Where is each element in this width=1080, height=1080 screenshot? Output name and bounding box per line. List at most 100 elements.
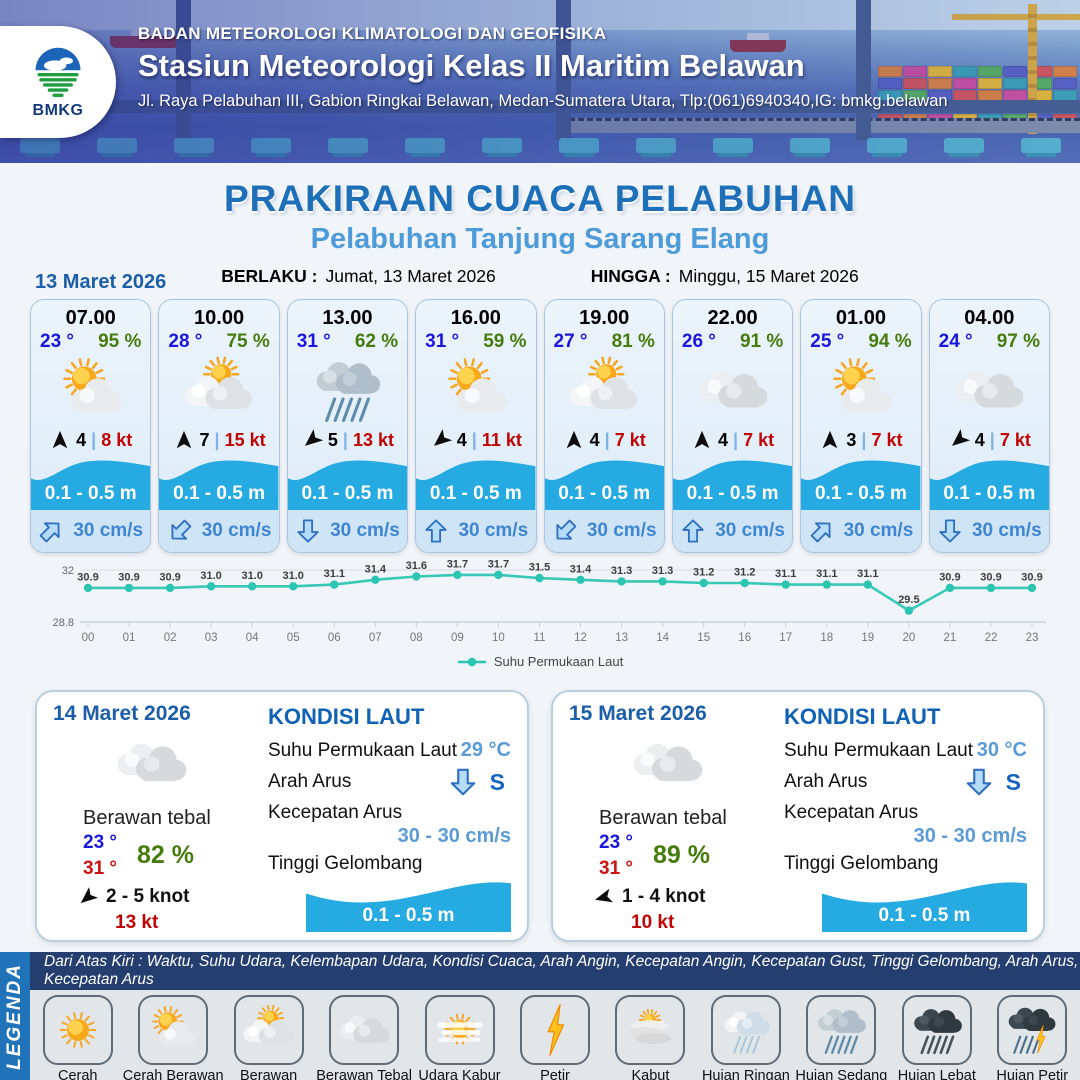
- current-direction-icon: [682, 519, 704, 543]
- title-section: PRAKIRAAN CUACA PELABUHAN Pelabuhan Tanj…: [0, 163, 1080, 287]
- wind-separator: |: [733, 429, 739, 450]
- wave-height-value: 0.1 - 0.5 m: [943, 483, 1036, 504]
- air-temperature: 31 °: [296, 331, 331, 352]
- temp-max: 31 °: [599, 857, 634, 879]
- wind-gust: 7 kt: [999, 429, 1031, 450]
- day-summary-column: 14 Maret 2026 Berawan tebal 23 ° 31 ° 82 % 2…: [53, 702, 250, 933]
- hourly-forecast-card: 07.00 23 ° 95 % 4 | 8 kt 0.1 - 0.5 m 30 cm/s: [30, 299, 152, 553]
- wave-height-band: 0.1 - 0.5 m: [31, 454, 151, 510]
- wave-shape: [31, 460, 151, 510]
- wind-average: 4: [974, 429, 985, 450]
- legend-item-label: Hujan Sedang: [795, 1068, 888, 1080]
- svg-text:19: 19: [861, 632, 874, 644]
- current-speed: 30 cm/s: [201, 520, 272, 541]
- current-speed: 30 cm/s: [843, 520, 914, 541]
- hujan-ringan-icon: [723, 1011, 770, 1054]
- wind-row: 4 | 7 kt: [545, 427, 664, 453]
- current-speed: 30 cm/s: [73, 520, 144, 541]
- hingga-group: HINGGA : Minggu, 15 Maret 2026: [591, 266, 859, 287]
- wind-average: 4: [589, 429, 600, 450]
- wave-height-label: Tinggi Gelombang: [783, 853, 939, 874]
- svg-text:31.2: 31.2: [734, 567, 755, 579]
- legend-item-label: Berawan Tebal: [316, 1068, 412, 1080]
- card-time: 01.00: [835, 307, 886, 329]
- wind-direction-icon: [823, 430, 838, 449]
- station-address: Jl. Raya Pelabuhan III, Gabion Ringkai B…: [138, 92, 948, 110]
- hourly-forecast-card: 10.00 28 ° 75 % 7 | 15 kt 0.1 - 0.5 m 30 cm/s: [158, 299, 280, 553]
- legend-item-label: Hujan Ringan: [701, 1068, 790, 1080]
- svg-text:16: 16: [738, 632, 751, 644]
- svg-text:07: 07: [369, 632, 382, 644]
- wave-height-value: 0.1 - 0.5 m: [558, 483, 651, 504]
- wind-row: 4 | 7 kt: [930, 427, 1049, 453]
- hingga-label: HINGGA :: [590, 266, 671, 286]
- hujan-sedang-icon: [317, 362, 381, 422]
- air-temperature: 31 °: [425, 331, 460, 352]
- wind-average: 4: [76, 429, 87, 450]
- air-temperature: 24 °: [938, 331, 973, 352]
- chart-legend: Suhu Permukaan Laut: [30, 654, 1050, 669]
- svg-text:31.0: 31.0: [200, 570, 221, 582]
- cerah-icon: [59, 1012, 96, 1048]
- sea-surface-temperature-chart-section: 32 28.8 30.9 00 30.9 01 30.9 02 31.0 03 31.0 04 31.0…: [30, 556, 1050, 669]
- wind-row: 3 | 7 kt: [801, 427, 920, 453]
- wave-height-band: 0.1 - 0.5 m: [672, 454, 793, 510]
- temp-humidity-row: 24 ° 97 %: [930, 330, 1049, 353]
- station-name: Stasiun Meteorologi Kelas II Maritim Bel…: [138, 48, 805, 83]
- wave-shape: [672, 460, 793, 510]
- cerah-berawan-icon: [833, 358, 891, 412]
- legend-icon-box: [710, 995, 781, 1065]
- wave-shape: [159, 460, 279, 510]
- legend-item: Berawan: [224, 995, 314, 1080]
- card-time: 04.00: [964, 307, 1015, 329]
- hourly-forecast-card: 22.00 26 ° 91 % 4 | 7 kt 0.1 - 0.5 m 30 cm/s: [671, 299, 794, 553]
- berlaku-label: BERLAKU :: [221, 266, 318, 286]
- berawan-tebal-icon: [633, 743, 703, 781]
- temp-min: 23 °: [83, 832, 118, 853]
- wave-height-band: 0.1 - 0.5 m: [801, 454, 921, 510]
- wave-height-value: 0.1 - 0.5 m: [686, 483, 779, 504]
- legend-item: Hujan Lebat: [892, 995, 982, 1080]
- berlaku-value: Jumat, 13 Maret 2026: [325, 266, 496, 286]
- svg-text:31.4: 31.4: [365, 563, 387, 575]
- card-time: 07.00: [65, 307, 116, 329]
- wave-shape: [544, 460, 664, 510]
- current-direction-icon: [556, 519, 577, 540]
- day-wind-range: 1 - 4 knot: [622, 886, 706, 908]
- svg-text:31.1: 31.1: [816, 568, 837, 580]
- wind-row: 4 | 11 kt: [416, 427, 535, 453]
- wind-average: 3: [846, 429, 857, 450]
- berlaku-group: BERLAKU : Jumat, 13 Maret 2026: [221, 266, 495, 287]
- card-time: 19.00: [579, 307, 630, 329]
- legend-icon-box: [615, 995, 686, 1065]
- svg-text:05: 05: [287, 632, 300, 644]
- svg-text:23: 23: [1026, 632, 1039, 644]
- day-temps-row: 23 ° 31 ° 89 %: [599, 830, 766, 881]
- berawan-tebal-icon: [699, 371, 767, 408]
- svg-text:20: 20: [903, 632, 916, 644]
- day-temps-row: 23 ° 31 ° 82 %: [83, 830, 250, 881]
- current-speed: 30 cm/s: [971, 520, 1042, 541]
- weather-icon-wrap: [545, 353, 664, 427]
- card-time: 13.00: [322, 307, 373, 329]
- day-wind-row: 2 - 5 knot: [77, 886, 250, 908]
- humidity: 95 %: [98, 331, 142, 352]
- wave-height-label: Tinggi Gelombang: [267, 853, 423, 874]
- wave-shape: [801, 460, 921, 510]
- wind-separator: |: [861, 429, 867, 450]
- wind-separator: |: [342, 429, 348, 450]
- svg-text:29.5: 29.5: [898, 594, 919, 606]
- svg-text:31.3: 31.3: [652, 565, 673, 577]
- svg-text:08: 08: [410, 632, 423, 644]
- current-speed-value: 30 - 30 cm/s: [913, 825, 1027, 847]
- wave-height-band: 0.1 - 0.5 m: [416, 454, 536, 510]
- wind-direction-icon: [595, 888, 613, 903]
- svg-text:31.6: 31.6: [406, 560, 427, 572]
- legend-icon-box: [233, 995, 304, 1065]
- day-date: 15 Maret 2026: [569, 702, 707, 725]
- daily-forecast-card: 14 Maret 2026 Berawan tebal 23 ° 31 ° 82 % 2…: [35, 690, 529, 942]
- humidity: 59 %: [483, 331, 527, 352]
- legend-side-band: LEGENDA: [0, 952, 30, 1080]
- legend-section: LEGENDA Dari Atas Kiri : Waktu, Suhu Uda…: [0, 952, 1080, 1080]
- sst-value: 29 °C: [460, 739, 511, 761]
